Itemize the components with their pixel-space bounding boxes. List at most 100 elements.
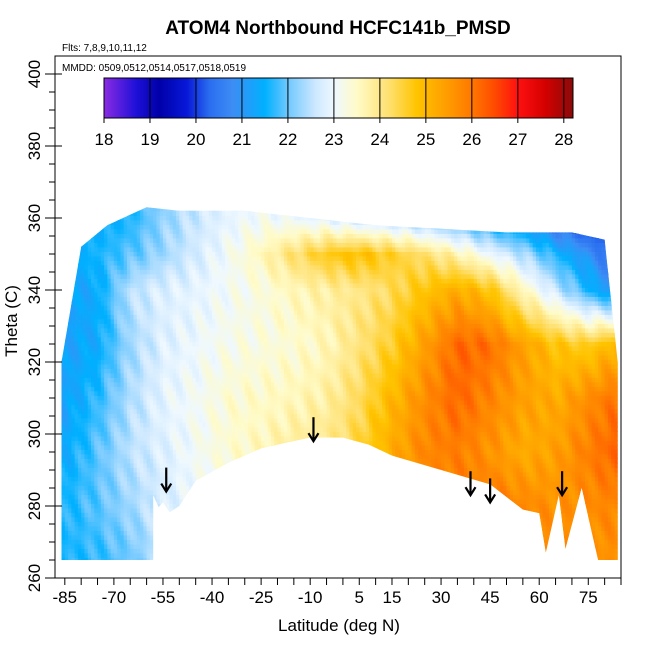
heatmap-cell <box>477 458 481 464</box>
heatmap-cell <box>100 467 105 473</box>
heatmap-cell <box>71 467 76 473</box>
heatmap-cell <box>120 440 125 446</box>
heatmap-cell <box>192 562 196 567</box>
heatmap-cell <box>143 557 148 560</box>
heatmap-cell <box>598 525 602 531</box>
heatmap-cell <box>558 498 563 504</box>
heatmap-cell <box>74 494 79 500</box>
heatmap-cell <box>535 462 540 468</box>
heatmap-cell <box>140 516 144 522</box>
heatmap-cell <box>140 453 144 459</box>
heatmap-cell <box>68 485 72 491</box>
heatmap-cell <box>77 444 82 450</box>
heatmap-cell <box>562 458 566 464</box>
heatmap-cell <box>159 476 164 482</box>
heatmap-cell <box>90 489 95 495</box>
heatmap-cell <box>169 480 174 486</box>
heatmap-cell <box>519 503 524 509</box>
heatmap-cell <box>568 462 573 468</box>
heatmap-cell <box>415 562 419 567</box>
heatmap-cell <box>349 566 353 571</box>
heatmap-cell <box>84 489 89 495</box>
heatmap-cell <box>107 485 112 491</box>
heatmap-cell <box>382 440 387 446</box>
heatmap-cell <box>568 489 573 495</box>
heatmap-cell <box>509 476 514 482</box>
heatmap-cell <box>170 566 174 571</box>
heatmap-cell <box>117 458 122 464</box>
heatmap-cell <box>185 480 190 486</box>
heatmap-cell <box>126 498 131 504</box>
heatmap-cell <box>454 462 459 468</box>
heatmap-cell <box>143 548 148 554</box>
heatmap-cell <box>552 498 557 504</box>
heatmap-cell <box>414 458 419 464</box>
heatmap-cell <box>81 462 86 468</box>
heatmap-cell <box>126 552 131 558</box>
heatmap-cell <box>591 449 596 455</box>
heatmap-cell <box>598 539 602 545</box>
heatmap-cell <box>594 485 599 491</box>
heatmap-cell <box>385 566 389 571</box>
heatmap-cell <box>447 462 452 468</box>
heatmap-cell <box>594 467 599 473</box>
heatmap-cell <box>113 543 118 549</box>
heatmap-cell <box>90 548 95 554</box>
heatmap-cell <box>55 526 59 531</box>
heatmap-cell <box>156 566 160 571</box>
heatmap-cell <box>189 485 194 491</box>
heatmap-cell <box>509 489 514 495</box>
heatmap-cell <box>117 516 122 522</box>
heatmap-cell <box>97 512 102 518</box>
heatmap-cell <box>526 503 530 509</box>
heatmap-cell <box>146 543 151 549</box>
heatmap-cell <box>74 440 79 446</box>
heatmap-cell <box>575 476 580 482</box>
heatmap-cell <box>225 444 229 450</box>
heatmap-cell <box>473 440 478 446</box>
heatmap-cell <box>130 552 135 558</box>
heatmap-cell <box>581 480 586 486</box>
heatmap-cell <box>408 440 413 446</box>
heatmap-cell <box>133 557 138 560</box>
heatmap-cell <box>117 525 122 531</box>
heatmap-cell <box>503 444 508 450</box>
heatmap-cell <box>133 503 138 509</box>
heatmap-cell <box>127 566 131 571</box>
heatmap-cell <box>81 498 86 504</box>
heatmap-cell <box>578 485 583 491</box>
heatmap-cell <box>212 449 216 455</box>
heatmap-cell <box>382 562 386 567</box>
heatmap-cell <box>434 453 439 459</box>
heatmap-cell <box>499 458 504 464</box>
heatmap-cell <box>81 458 86 464</box>
heatmap-cell <box>133 507 138 513</box>
heatmap-cell <box>464 562 468 567</box>
heatmap-cell <box>130 480 135 486</box>
heatmap-cell <box>84 444 89 450</box>
heatmap-cell <box>126 507 131 513</box>
heatmap-cell <box>68 525 72 531</box>
heatmap-cell <box>143 471 148 477</box>
heatmap-cell <box>532 449 537 455</box>
heatmap-cell <box>84 485 89 491</box>
heatmap-cell <box>123 534 128 540</box>
heatmap-cell <box>130 494 135 500</box>
heatmap-cell <box>604 516 609 522</box>
heatmap-cell <box>562 485 566 491</box>
heatmap-cell <box>218 444 223 450</box>
heatmap-cell <box>562 444 566 450</box>
heatmap-cell <box>542 440 547 446</box>
heatmap-cell <box>509 449 514 455</box>
heatmap-cell <box>588 462 593 468</box>
heatmap-cell <box>62 566 66 571</box>
heatmap-cell <box>509 444 514 450</box>
heatmap-cell <box>64 548 69 554</box>
heatmap-cell <box>153 462 158 468</box>
heatmap-cell <box>104 512 108 518</box>
heatmap-cell <box>578 444 583 450</box>
heatmap-cell <box>467 453 472 459</box>
heatmap-cell <box>526 566 530 571</box>
heatmap-cell <box>77 462 82 468</box>
heatmap-cell <box>516 498 521 504</box>
